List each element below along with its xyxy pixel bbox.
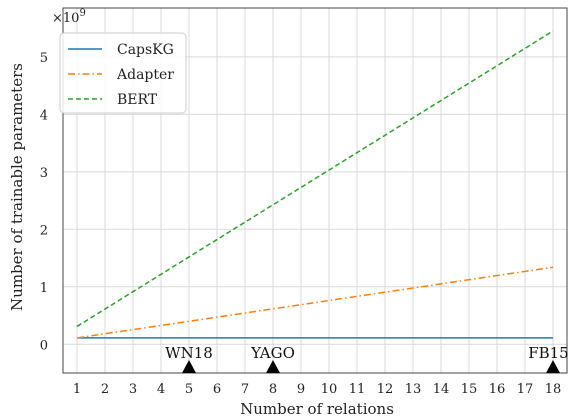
dataset-marker-wn18 <box>182 360 196 373</box>
x-tick-label: 16 <box>489 382 506 397</box>
dataset-label-fb15k: FB15k <box>528 344 568 362</box>
x-tick-label: 15 <box>461 382 478 397</box>
y-axis-label: Number of trainable parameters <box>8 63 26 311</box>
x-tick-label: 2 <box>101 382 109 397</box>
dataset-annotations: WN18 YAGO FB15k <box>165 344 568 373</box>
x-tick-label: 10 <box>321 382 338 397</box>
dataset-label-yago: YAGO <box>250 344 295 362</box>
y-axis-multiplier: ×109 <box>52 8 86 26</box>
x-tick-label: 17 <box>517 382 534 397</box>
x-tick-label: 7 <box>241 382 249 397</box>
x-tick-label: 9 <box>297 382 305 397</box>
dataset-marker-yago <box>266 360 280 373</box>
y-tick-label: 3 <box>40 166 48 181</box>
x-tick-label: 13 <box>405 382 422 397</box>
x-tick-label: 1 <box>73 382 81 397</box>
y-tick-label: 1 <box>40 281 48 296</box>
x-tick-label: 5 <box>185 382 193 397</box>
legend-box <box>59 32 187 114</box>
series-line-adapter <box>76 266 554 339</box>
legend-label-adapter: Adapter <box>116 67 174 83</box>
y-tick-label: 0 <box>40 338 48 353</box>
x-tick-label: 6 <box>213 382 221 397</box>
dataset-label-wn18: WN18 <box>165 344 213 362</box>
x-tick-label: 14 <box>433 382 450 397</box>
x-tick-label: 18 <box>545 382 562 397</box>
x-tick-label: 4 <box>157 382 165 397</box>
x-tick-label: 11 <box>349 382 366 397</box>
x-tick-label: 3 <box>129 382 137 397</box>
y-tick-label: 4 <box>40 108 48 123</box>
y-tick-label: 5 <box>40 51 48 66</box>
dataset-marker-fb15k <box>546 360 560 373</box>
x-tick-label: 12 <box>377 382 394 397</box>
series-lines <box>76 30 554 339</box>
legend-label-capskg: CapsKG <box>117 42 174 58</box>
x-axis-label: Number of relations <box>240 400 394 418</box>
plot-frame <box>62 7 568 374</box>
legend-label-bert: BERT <box>117 92 158 108</box>
y-tick-label: 2 <box>40 223 48 238</box>
grid <box>63 8 567 373</box>
series-line-bert <box>76 30 554 328</box>
x-tick-label: 8 <box>269 382 277 397</box>
legend: CapsKG Adapter BERT <box>59 32 187 114</box>
